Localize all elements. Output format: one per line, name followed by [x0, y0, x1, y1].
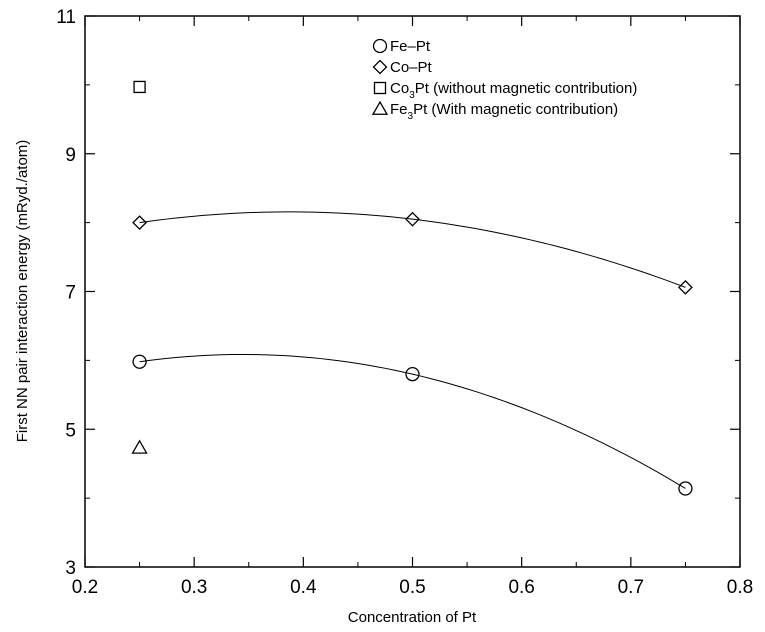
- legend-square-marker: [373, 81, 387, 95]
- data-markers: [131, 80, 693, 496]
- y-tick-label: 3: [65, 558, 76, 579]
- x-tick-label: 0.7: [618, 577, 644, 598]
- circle-data-point: [405, 366, 420, 382]
- x-tick-label: 0.8: [727, 577, 753, 598]
- x-tick-label: 0.6: [508, 577, 534, 598]
- triangle-data-point: [131, 439, 148, 454]
- circle-data-point: [132, 354, 147, 369]
- legend-entry-label: Co3Pt (without magnetic contribution): [390, 80, 637, 101]
- legend-entry-label: Fe–Pt: [390, 38, 431, 55]
- y-tick-label: 11: [56, 7, 76, 28]
- x-axis-title: Concentration of Pt: [348, 609, 477, 626]
- square-data-point: [133, 80, 146, 94]
- legend-entry-label: Fe3Pt (With magnetic contribution): [390, 101, 618, 122]
- y-tick-label: 7: [65, 283, 76, 304]
- diamond-data-point: [405, 211, 420, 227]
- x-tick-label: 0.5: [399, 577, 425, 598]
- y-tick-label: 9: [65, 145, 76, 166]
- circle-data-point: [678, 481, 693, 496]
- legend-entry-label: Co–Pt: [390, 59, 433, 76]
- legend-diamond-marker: [372, 59, 388, 75]
- fit-curve: [139, 353, 686, 489]
- legend-circle-marker: [372, 38, 388, 54]
- x-axis: 0.2 0.3 0.4 0.5 0.6 0.7 0.8: [72, 16, 753, 598]
- y-tick-label: 5: [65, 420, 76, 441]
- x-tick-label: 0.2: [72, 577, 98, 598]
- y-axis-title: First NN pair interaction energy (mRyd./…: [14, 140, 31, 443]
- x-tick-label: 0.4: [290, 577, 317, 598]
- fit-curve: [139, 211, 686, 288]
- legend: Fe–Pt Co–Pt Co3Pt (without magnetic contri…: [371, 38, 637, 122]
- diamond-data-point: [677, 279, 693, 295]
- diamond-data-point: [132, 215, 148, 231]
- legend-triangle-marker: [371, 100, 389, 115]
- fit-curves: [139, 211, 686, 489]
- y-axis: 3 5 7 9 11: [56, 7, 740, 579]
- x-tick-label: 0.3: [181, 577, 207, 598]
